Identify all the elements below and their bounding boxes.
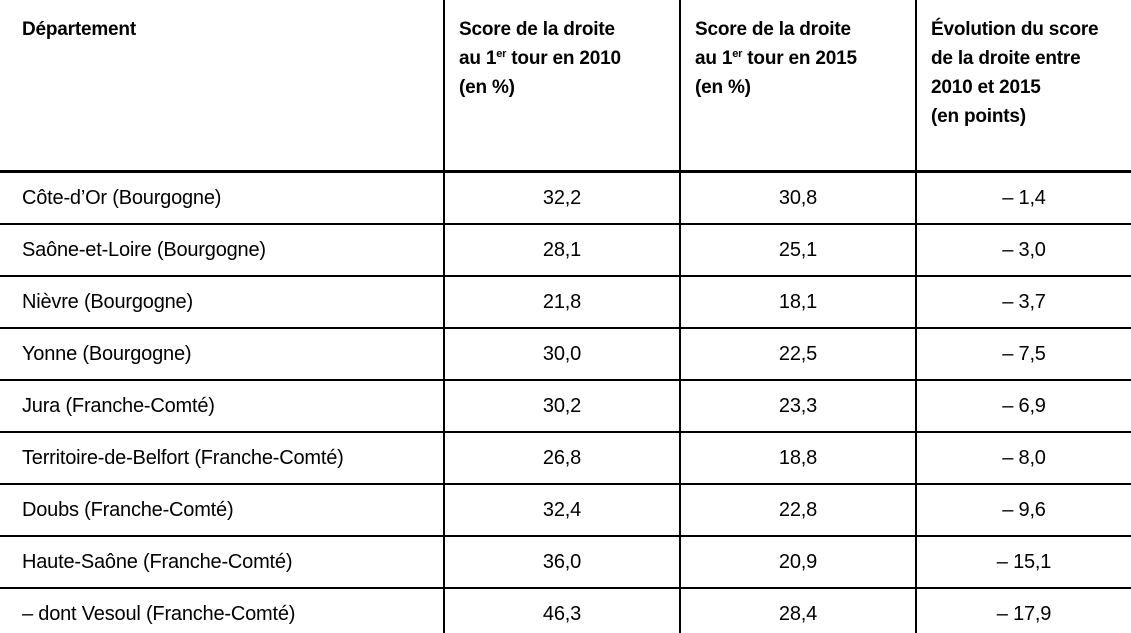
score-2010-cell: 30,0 (443, 327, 680, 380)
table-row: Côte-d’Or (Bourgogne) 32,2 30,8 – 1,4 (0, 170, 1131, 224)
evolution-cell: – 15,1 (915, 535, 1131, 588)
departement-cell: Yonne (Bourgogne) (0, 327, 444, 380)
header-line: de la droite entre (931, 48, 1081, 69)
header-line: (en points) (931, 106, 1026, 127)
score-2010-cell: 21,8 (443, 275, 680, 328)
evolution-cell: – 1,4 (915, 170, 1131, 224)
superscript-er: er (732, 48, 743, 60)
table-row: Jura (Franche-Comté) 30,2 23,3 – 6,9 (0, 379, 1131, 432)
header-line: (en %) (459, 77, 515, 98)
departement-cell: – dont Vesoul (Franche-Comté) (0, 587, 444, 633)
header-line: tour en 2015 (742, 48, 857, 69)
table-header: Département Score de la droite au 1er to… (0, 0, 1131, 173)
header-line: Score de la droite (459, 19, 615, 40)
header-line: au 1 (459, 48, 497, 69)
column-header-score-2015: Score de la droite au 1er tour en 2015 (… (679, 0, 916, 173)
departement-cell: Territoire-de-Belfort (Franche-Comté) (0, 431, 444, 484)
evolution-cell: – 8,0 (915, 431, 1131, 484)
header-row: Département Score de la droite au 1er to… (0, 0, 1131, 173)
header-line: tour en 2010 (506, 48, 621, 69)
column-header-score-2010: Score de la droite au 1er tour en 2010 (… (443, 0, 680, 173)
departement-cell: Doubs (Franche-Comté) (0, 483, 444, 536)
table-row: Yonne (Bourgogne) 30,0 22,5 – 7,5 (0, 327, 1131, 380)
table-row: – dont Vesoul (Franche-Comté) 46,3 28,4 … (0, 587, 1131, 633)
table-body: Côte-d’Or (Bourgogne) 32,2 30,8 – 1,4 Sa… (0, 170, 1131, 633)
departement-cell: Jura (Franche-Comté) (0, 379, 444, 432)
score-2015-cell: 22,8 (679, 483, 916, 536)
departement-cell: Nièvre (Bourgogne) (0, 275, 444, 328)
departement-cell: Côte-d’Or (Bourgogne) (0, 170, 444, 224)
score-2010-cell: 30,2 (443, 379, 680, 432)
table-row: Nièvre (Bourgogne) 21,8 18,1 – 3,7 (0, 275, 1131, 328)
header-text: Département (22, 19, 136, 40)
header-line: Score de la droite (695, 19, 851, 40)
score-2010-cell: 26,8 (443, 431, 680, 484)
departement-cell: Saône-et-Loire (Bourgogne) (0, 223, 444, 276)
column-header-evolution: Évolution du score de la droite entre 20… (915, 0, 1131, 173)
table-row: Haute-Saône (Franche-Comté) 36,0 20,9 – … (0, 535, 1131, 588)
header-line: (en %) (695, 77, 751, 98)
header-line: au 1 (695, 48, 733, 69)
score-2015-cell: 23,3 (679, 379, 916, 432)
score-2015-cell: 18,1 (679, 275, 916, 328)
score-2015-cell: 28,4 (679, 587, 916, 633)
header-line: Évolution du score (931, 19, 1099, 40)
column-header-departement: Département (0, 0, 444, 173)
score-2015-cell: 18,8 (679, 431, 916, 484)
departement-cell: Haute-Saône (Franche-Comté) (0, 535, 444, 588)
evolution-cell: – 9,6 (915, 483, 1131, 536)
score-2010-cell: 32,4 (443, 483, 680, 536)
score-2010-cell: 28,1 (443, 223, 680, 276)
evolution-cell: – 3,0 (915, 223, 1131, 276)
score-2010-cell: 36,0 (443, 535, 680, 588)
table-row: Saône-et-Loire (Bourgogne) 28,1 25,1 – 3… (0, 223, 1131, 276)
table-row: Territoire-de-Belfort (Franche-Comté) 26… (0, 431, 1131, 484)
score-2015-cell: 30,8 (679, 170, 916, 224)
score-2010-cell: 46,3 (443, 587, 680, 633)
score-2015-cell: 22,5 (679, 327, 916, 380)
evolution-cell: – 3,7 (915, 275, 1131, 328)
superscript-er: er (496, 48, 507, 60)
table-row: Doubs (Franche-Comté) 32,4 22,8 – 9,6 (0, 483, 1131, 536)
evolution-cell: – 17,9 (915, 587, 1131, 633)
evolution-cell: – 7,5 (915, 327, 1131, 380)
score-2015-cell: 20,9 (679, 535, 916, 588)
evolution-cell: – 6,9 (915, 379, 1131, 432)
score-2010-cell: 32,2 (443, 170, 680, 224)
header-line: 2010 et 2015 (931, 77, 1041, 98)
score-2015-cell: 25,1 (679, 223, 916, 276)
